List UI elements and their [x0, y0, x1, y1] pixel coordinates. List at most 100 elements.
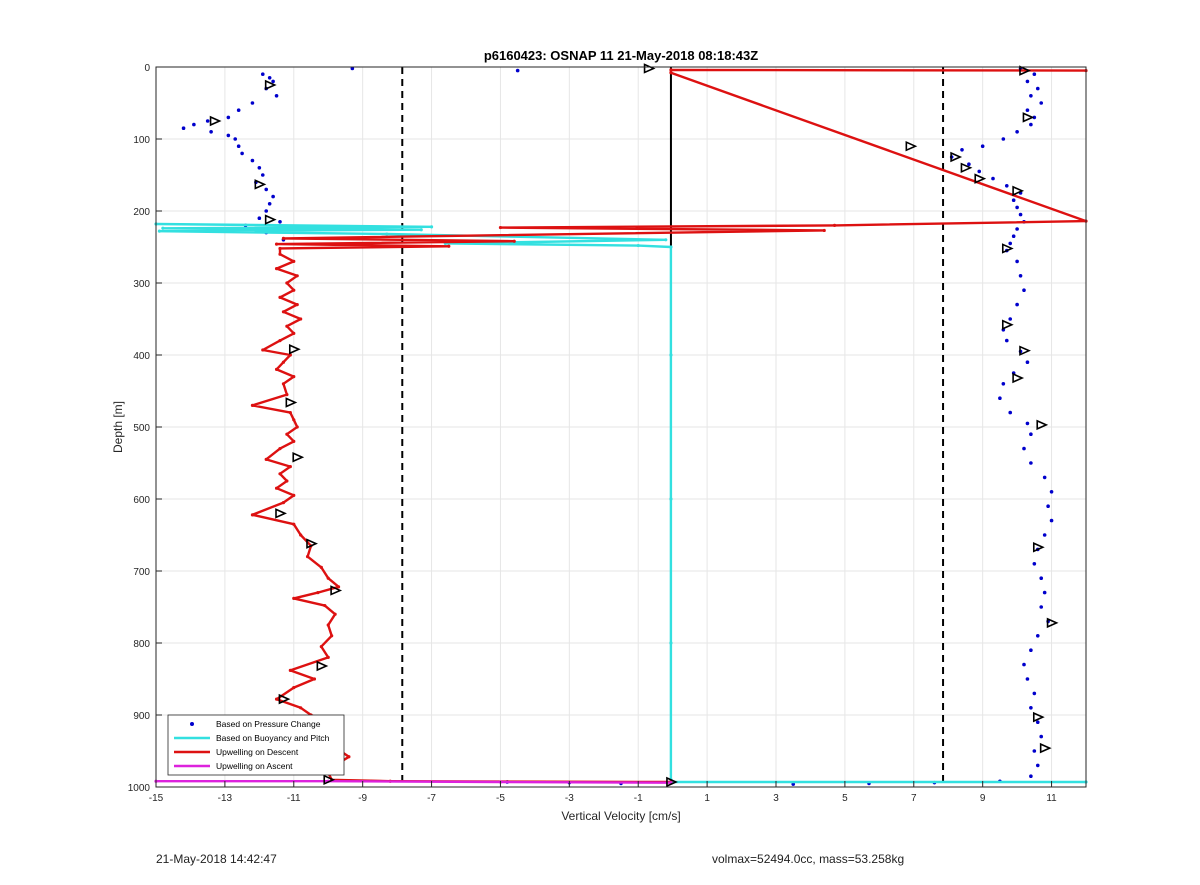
- x-tick-label: 3: [773, 793, 779, 804]
- series-vertex: [295, 303, 299, 307]
- data-point: [250, 101, 255, 105]
- triangle-marker: [950, 151, 963, 163]
- series-vertex: [285, 281, 289, 285]
- reference-lines: [401, 67, 945, 787]
- data-point: [260, 72, 265, 76]
- triangle-marker: [1012, 185, 1025, 197]
- x-tick-label: 9: [980, 793, 986, 804]
- data-point: [236, 144, 241, 148]
- triangle-marker: [1019, 345, 1031, 356]
- data-point: [1046, 504, 1050, 509]
- chart-title: p6160423: OSNAP 11 21-May-2018 08:18:43Z: [484, 48, 758, 63]
- data-point: [264, 209, 269, 213]
- data-point: [226, 115, 231, 120]
- series-vertex: [292, 596, 296, 600]
- data-point: [1029, 432, 1033, 437]
- data-point: [1042, 475, 1047, 480]
- data-point: [1001, 137, 1006, 141]
- data-point: [257, 166, 262, 170]
- series-vertex: [278, 252, 282, 256]
- x-axis-label: Vertical Velocity [cm/s]: [561, 809, 680, 823]
- x-tick-label: -9: [358, 793, 367, 804]
- triangle-marker: [974, 173, 987, 184]
- series-vertex: [288, 465, 292, 469]
- triangle-marker: [209, 115, 222, 127]
- data-point: [1025, 108, 1030, 112]
- series-vertex: [278, 339, 282, 343]
- series-vertex: [281, 382, 286, 386]
- data-point: [1004, 184, 1009, 188]
- triangle-marker: [288, 344, 301, 355]
- series-vertex: [512, 239, 516, 243]
- data-point: [192, 122, 196, 127]
- data-point: [233, 137, 238, 141]
- triangle-marker: [1001, 319, 1014, 330]
- data-point: [1029, 461, 1033, 465]
- series-vertex: [319, 565, 323, 570]
- triangle-marker: [264, 79, 277, 91]
- y-tick-label: 700: [133, 567, 150, 578]
- series-vertex: [278, 472, 282, 476]
- series-line: [156, 780, 671, 784]
- footer-timestamp: 21-May-2018 14:42:47: [156, 852, 277, 866]
- series-vertex: [305, 555, 310, 559]
- y-tick-label: 1000: [128, 783, 151, 794]
- series-vertex: [292, 439, 296, 443]
- x-tick-label: -7: [427, 793, 436, 804]
- series-vertex: [664, 238, 668, 242]
- data-point: [350, 66, 355, 71]
- data-point: [1011, 234, 1016, 238]
- data-point: [1039, 605, 1044, 609]
- series-line: [251, 68, 1088, 784]
- data-point: [1004, 338, 1009, 343]
- data-point: [1018, 212, 1023, 217]
- series-vertex: [295, 274, 299, 278]
- data-point: [1022, 446, 1026, 451]
- series-vertex: [278, 246, 282, 251]
- data-point: [1022, 662, 1026, 667]
- data-point: [264, 187, 269, 192]
- triangle-marker: [306, 538, 318, 549]
- data-point: [1025, 360, 1030, 365]
- triangle-marker: [1022, 112, 1035, 123]
- data-point: [1039, 734, 1044, 739]
- data-point: [274, 94, 279, 98]
- legend-label: Upwelling on Descent: [216, 747, 299, 757]
- y-tick-label: 600: [133, 495, 150, 506]
- series-vertex: [669, 71, 673, 75]
- x-tick-label: -1: [634, 793, 643, 804]
- triangle-marker: [1012, 372, 1025, 384]
- footer-info: volmax=52494.0cc, mass=53.258kg: [712, 852, 905, 866]
- x-ticks: -15 -13 -11 -9 -7 -5 -3 -1 1 3 5 7 9 11: [149, 781, 1057, 804]
- series-vertex: [669, 245, 673, 249]
- series-vertex: [330, 634, 334, 638]
- triangle-marker: [905, 140, 918, 152]
- y-ticks: 0 100 200 300 400 500 600 700 800 900 1000: [128, 63, 162, 794]
- data-point: [980, 144, 985, 148]
- series-vertex: [278, 447, 282, 451]
- data-point: [236, 108, 241, 112]
- triangle-marker: [292, 452, 305, 463]
- data-point: [181, 126, 186, 130]
- series-vertex: [250, 403, 255, 407]
- series-vertex: [295, 425, 299, 429]
- data-point: [991, 176, 995, 181]
- y-tick-label: 200: [133, 207, 150, 218]
- series-vertex: [250, 513, 255, 517]
- series-vertex: [281, 360, 286, 364]
- triangle-marker: [1039, 742, 1052, 754]
- y-tick-label: 400: [133, 351, 150, 362]
- y-tick-label: 300: [133, 279, 150, 290]
- series-vertex: [281, 501, 286, 505]
- data-point: [250, 158, 255, 163]
- series-vertex: [312, 677, 317, 681]
- data-point: [271, 79, 275, 84]
- data-point: [977, 169, 982, 174]
- legend: Based on Pressure Change Based on Buoyanc…: [167, 714, 345, 776]
- data-point: [1011, 198, 1016, 202]
- data-point: [1025, 421, 1030, 426]
- series-vertex: [316, 591, 320, 595]
- data-point: [1008, 410, 1013, 415]
- legend-label: Upwelling on Ascent: [216, 761, 293, 771]
- data-point: [1022, 288, 1026, 293]
